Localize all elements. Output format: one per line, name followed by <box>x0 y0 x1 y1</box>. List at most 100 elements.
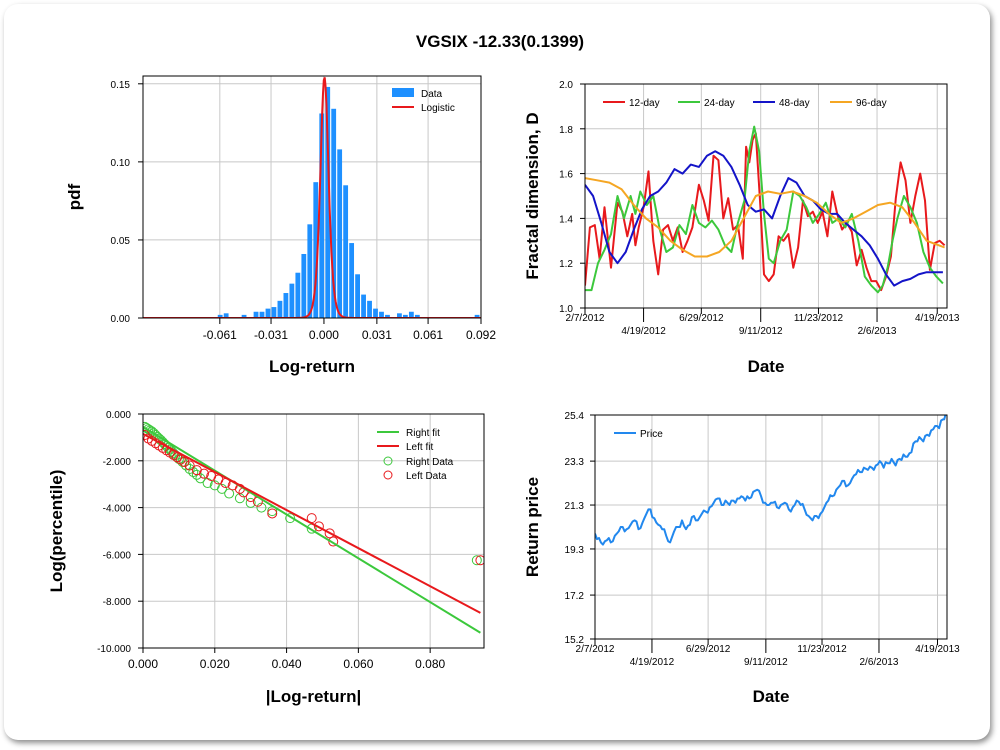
tail-left-data-point <box>313 521 324 532</box>
hist-bar <box>355 274 360 318</box>
hist-x-tick-label: 0.092 <box>466 328 496 342</box>
hist-bar <box>223 313 229 318</box>
hist-bar <box>414 314 420 318</box>
fractal-y-tick-label: 1.8 <box>559 125 573 136</box>
tail-right-data-point <box>184 463 195 474</box>
price-y-axis-label: Return price <box>523 477 542 577</box>
tail-left-data-point <box>324 528 335 539</box>
tail-x-tick-label: 0.080 <box>415 657 445 671</box>
fractal-x-tick-label: 11/23/2012 <box>794 313 844 324</box>
hist-legend-logistic-label: Logistic <box>421 103 455 114</box>
hist-y-tick-label: 0.10 <box>111 158 131 169</box>
hist-bar <box>313 182 319 318</box>
price-x-tick-label: 9/11/2012 <box>744 657 788 668</box>
hist-bar <box>319 113 325 318</box>
hist-bar <box>217 314 223 318</box>
price-x-tick-label: 4/19/2013 <box>915 644 960 655</box>
fractal-y-axis-label: Fractal dimension, D <box>523 112 542 279</box>
tail-y-tick-label: -2.000 <box>103 457 132 468</box>
hist-y-axis-label: pdf <box>65 183 84 210</box>
tail-right-data-point <box>191 469 202 480</box>
tail-right-fit-line <box>143 426 481 634</box>
tail-left-data-point <box>267 508 278 519</box>
tail-left-data-point <box>475 555 484 566</box>
hist-bar <box>265 308 271 318</box>
hist-bar <box>379 311 384 318</box>
tail-right-data-point <box>471 555 482 566</box>
hist-bar <box>373 308 378 318</box>
hist-x-tick-label: -0.061 <box>203 328 237 342</box>
tail-y-tick-label: -6.000 <box>103 550 132 561</box>
hist-bars <box>143 77 481 318</box>
tail-right-data-point <box>256 502 267 513</box>
hist-x-tick-label: -0.031 <box>254 328 288 342</box>
hist-x-axis-label: Log-return <box>269 357 355 376</box>
tail-left-data-point <box>184 460 195 471</box>
hist-bar <box>301 253 307 318</box>
hist-bar <box>337 149 343 318</box>
fractal-lines <box>585 125 946 294</box>
hist-bar <box>307 224 313 318</box>
hist-x-tick-label: 0.000 <box>309 328 339 342</box>
hist-bar <box>397 313 402 318</box>
price-plot-border <box>594 414 948 640</box>
hist-bar <box>241 314 247 318</box>
hist-bar <box>367 300 372 318</box>
fractal-series-line-96-day <box>585 177 945 258</box>
tail-y-tick-label: -10.000 <box>97 644 131 655</box>
hist-bar <box>408 311 414 318</box>
tail-right-data-point <box>245 497 256 508</box>
tail-left-data-point <box>328 536 339 547</box>
hist-plot-border <box>142 75 482 319</box>
hist-bar <box>325 86 331 318</box>
fractal-legend-label-48-day: 48-day <box>779 98 810 109</box>
fractal-legend-label-24-day: 24-day <box>704 98 735 109</box>
tail-x-axis-label: |Log-return| <box>266 687 361 706</box>
fractal-series-line-24-day <box>585 125 944 294</box>
tail-right-data-point <box>224 488 235 499</box>
price-y-tick-label: 17.2 <box>565 591 585 602</box>
hist-bar <box>283 293 289 318</box>
tail-left-data-point <box>143 430 150 441</box>
tail-left-fit-line <box>143 433 481 614</box>
fractal-y-tick-label: 2.0 <box>559 80 573 91</box>
hist-bar <box>402 314 408 318</box>
hist-bar <box>343 185 349 318</box>
tail-x-tick-label: 0.000 <box>128 657 158 671</box>
tail-y-tick-label: 0.000 <box>106 410 131 421</box>
price-plot-area <box>595 415 947 546</box>
tail-x-tick-label: 0.060 <box>343 657 373 671</box>
hist-bar <box>349 243 355 318</box>
tail-y-tick-label: -4.000 <box>103 504 132 515</box>
price-x-tick-label: 4/19/2012 <box>630 657 675 668</box>
tail-legend-label: Left Data <box>406 471 447 482</box>
hist-bar <box>277 300 283 318</box>
hist-bar <box>474 314 480 318</box>
tail-right-data-point <box>216 483 227 494</box>
hist-legend-data-swatch <box>392 88 414 97</box>
fractal-x-tick-label: 6/29/2012 <box>679 313 724 324</box>
price-series-line <box>595 415 947 546</box>
fractal-x-tick-label: 4/19/2013 <box>915 313 960 324</box>
price-legend-label: Price <box>640 429 663 440</box>
tail-legend-right-data-swatch <box>383 456 393 466</box>
tail-right-data-point <box>285 513 296 524</box>
hist-y-tick-label: 0.00 <box>111 314 131 325</box>
tail-plot-area <box>143 421 484 634</box>
price-x-tick-label: 2/7/2012 <box>576 644 615 655</box>
fractal-legend-label-12-day: 12-day <box>629 98 660 109</box>
fractal-legend-label-96-day: 96-day <box>856 98 887 109</box>
fractal-y-tick-label: 1.4 <box>559 214 573 225</box>
chart-frame <box>4 4 990 740</box>
price-x-tick-label: 2/6/2013 <box>860 657 899 668</box>
price-x-tick-label: 6/29/2012 <box>686 644 731 655</box>
hist-bar <box>331 108 337 318</box>
price-x-tick-label: 11/23/2012 <box>797 644 847 655</box>
hist-bar <box>253 311 259 318</box>
fractal-plot-border <box>584 83 948 309</box>
hist-bar <box>259 311 265 318</box>
price-y-tick-label: 15.2 <box>565 635 585 646</box>
tail-y-axis-label: Log(percentile) <box>47 470 66 593</box>
price-y-tick-label: 25.4 <box>565 411 585 422</box>
tail-legend-label: Left fit <box>406 442 433 453</box>
